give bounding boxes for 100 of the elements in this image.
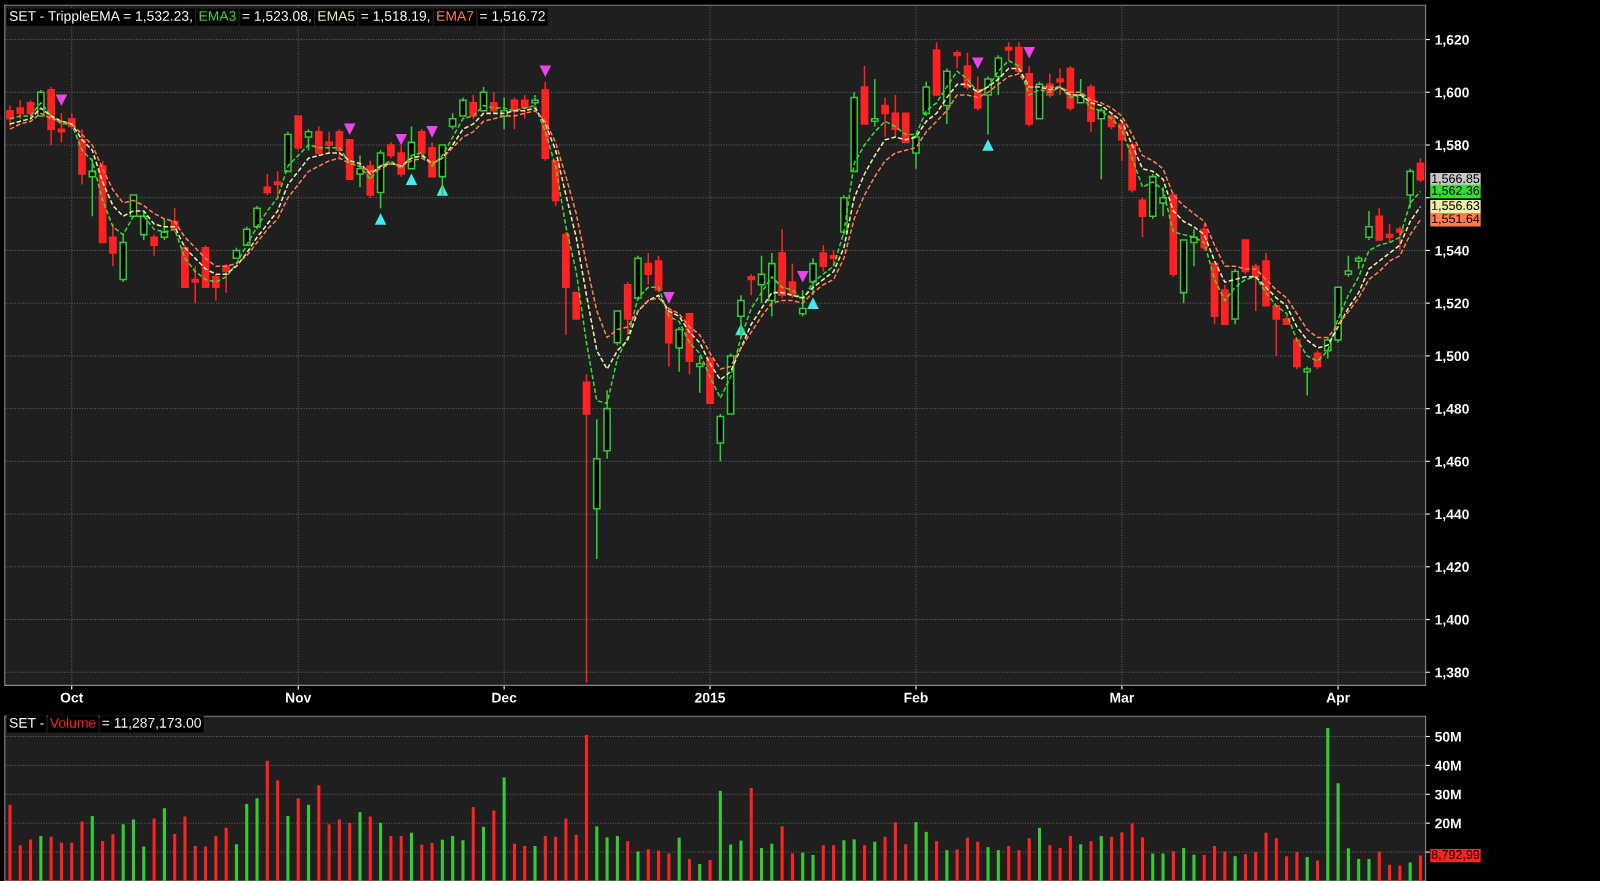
bar — [873, 841, 877, 881]
candlestick — [1159, 186, 1167, 217]
bar — [914, 822, 918, 881]
candlestick — [1138, 196, 1147, 239]
candlestick — [57, 112, 66, 144]
bar — [1346, 848, 1350, 881]
bar — [471, 807, 475, 881]
point — [395, 133, 407, 146]
candlestick — [819, 244, 828, 273]
candlestick — [870, 78, 879, 128]
bar — [523, 846, 527, 881]
candlestick — [469, 94, 478, 120]
candlestick — [1056, 67, 1064, 96]
bar — [811, 854, 815, 881]
y-tick-label: 20M — [1435, 818, 1461, 829]
x-tick-label: Apr — [1326, 692, 1350, 706]
candlestick — [417, 128, 426, 157]
bar — [276, 780, 280, 881]
candlestick — [1303, 365, 1312, 397]
y-tick-label: 1,420 — [1435, 562, 1469, 574]
x-tick-label: 2015 — [695, 692, 726, 703]
bar — [1202, 854, 1206, 881]
bar — [28, 839, 33, 881]
bar — [451, 835, 455, 881]
bar — [399, 835, 403, 881]
bar — [482, 826, 486, 881]
bar — [842, 840, 846, 881]
bar — [1140, 837, 1145, 881]
x-tick-label: Oct — [60, 692, 84, 703]
bar — [193, 846, 197, 881]
point — [343, 123, 356, 135]
bar — [131, 819, 136, 881]
bar — [1161, 853, 1165, 881]
point — [55, 94, 68, 106]
point — [663, 292, 675, 304]
chart-title: SET - — [9, 717, 44, 728]
bar — [749, 787, 753, 881]
bar — [183, 816, 187, 881]
bar — [1243, 854, 1247, 881]
bar — [543, 835, 547, 881]
bar — [564, 818, 568, 881]
point — [405, 173, 418, 186]
bar — [162, 808, 166, 881]
bar — [554, 836, 558, 881]
candlestick — [109, 223, 117, 268]
candlestick — [356, 154, 364, 188]
bar — [1377, 851, 1381, 881]
y-tick-label: 1,600 — [1435, 87, 1469, 100]
bar — [935, 841, 939, 881]
bar — [605, 837, 609, 881]
bar — [306, 804, 311, 881]
bar — [1357, 859, 1361, 881]
bar — [1017, 850, 1021, 881]
bar — [646, 849, 650, 881]
bar — [368, 816, 372, 881]
bar — [440, 839, 444, 881]
bar — [1418, 855, 1422, 881]
y-tick-label: 1,620 — [1435, 34, 1469, 47]
candlestick — [1344, 254, 1353, 278]
bar — [832, 845, 836, 881]
candlestick — [994, 54, 1003, 96]
bar — [1398, 865, 1402, 881]
bar — [996, 850, 1000, 881]
candlestick — [273, 170, 282, 199]
bar — [924, 831, 928, 881]
bar — [883, 836, 887, 881]
bar — [708, 859, 712, 881]
bar — [1027, 838, 1031, 881]
candlestick — [6, 104, 14, 128]
bar — [1068, 835, 1072, 881]
bar — [1285, 856, 1289, 881]
bar — [852, 839, 856, 881]
bar — [770, 843, 774, 881]
annotation: = 1,523.08, — [242, 11, 311, 23]
bar — [1171, 851, 1175, 881]
bar — [430, 842, 434, 881]
bar — [70, 842, 74, 881]
bar — [1367, 859, 1371, 881]
candlestick — [139, 210, 148, 241]
bar — [790, 853, 794, 881]
x-tick-label: Dec — [492, 692, 517, 703]
y-tick-label: 30M — [1434, 789, 1461, 800]
y-tick-label: 1,540 — [1435, 245, 1469, 258]
candlestick — [675, 326, 684, 373]
bar — [1151, 853, 1155, 881]
bar — [976, 841, 980, 881]
bar — [18, 845, 22, 881]
bar — [677, 837, 681, 881]
bar — [255, 798, 259, 881]
bar — [657, 850, 661, 881]
candlestick — [1406, 167, 1415, 210]
bar — [296, 798, 300, 881]
bar — [955, 849, 959, 881]
point — [539, 65, 552, 77]
candlestick — [253, 204, 261, 231]
candlestick — [1097, 107, 1106, 181]
bar — [1274, 838, 1278, 881]
candlestick — [1375, 207, 1384, 241]
bar — [59, 842, 63, 881]
y-tick-label: 1,580 — [1435, 140, 1469, 153]
